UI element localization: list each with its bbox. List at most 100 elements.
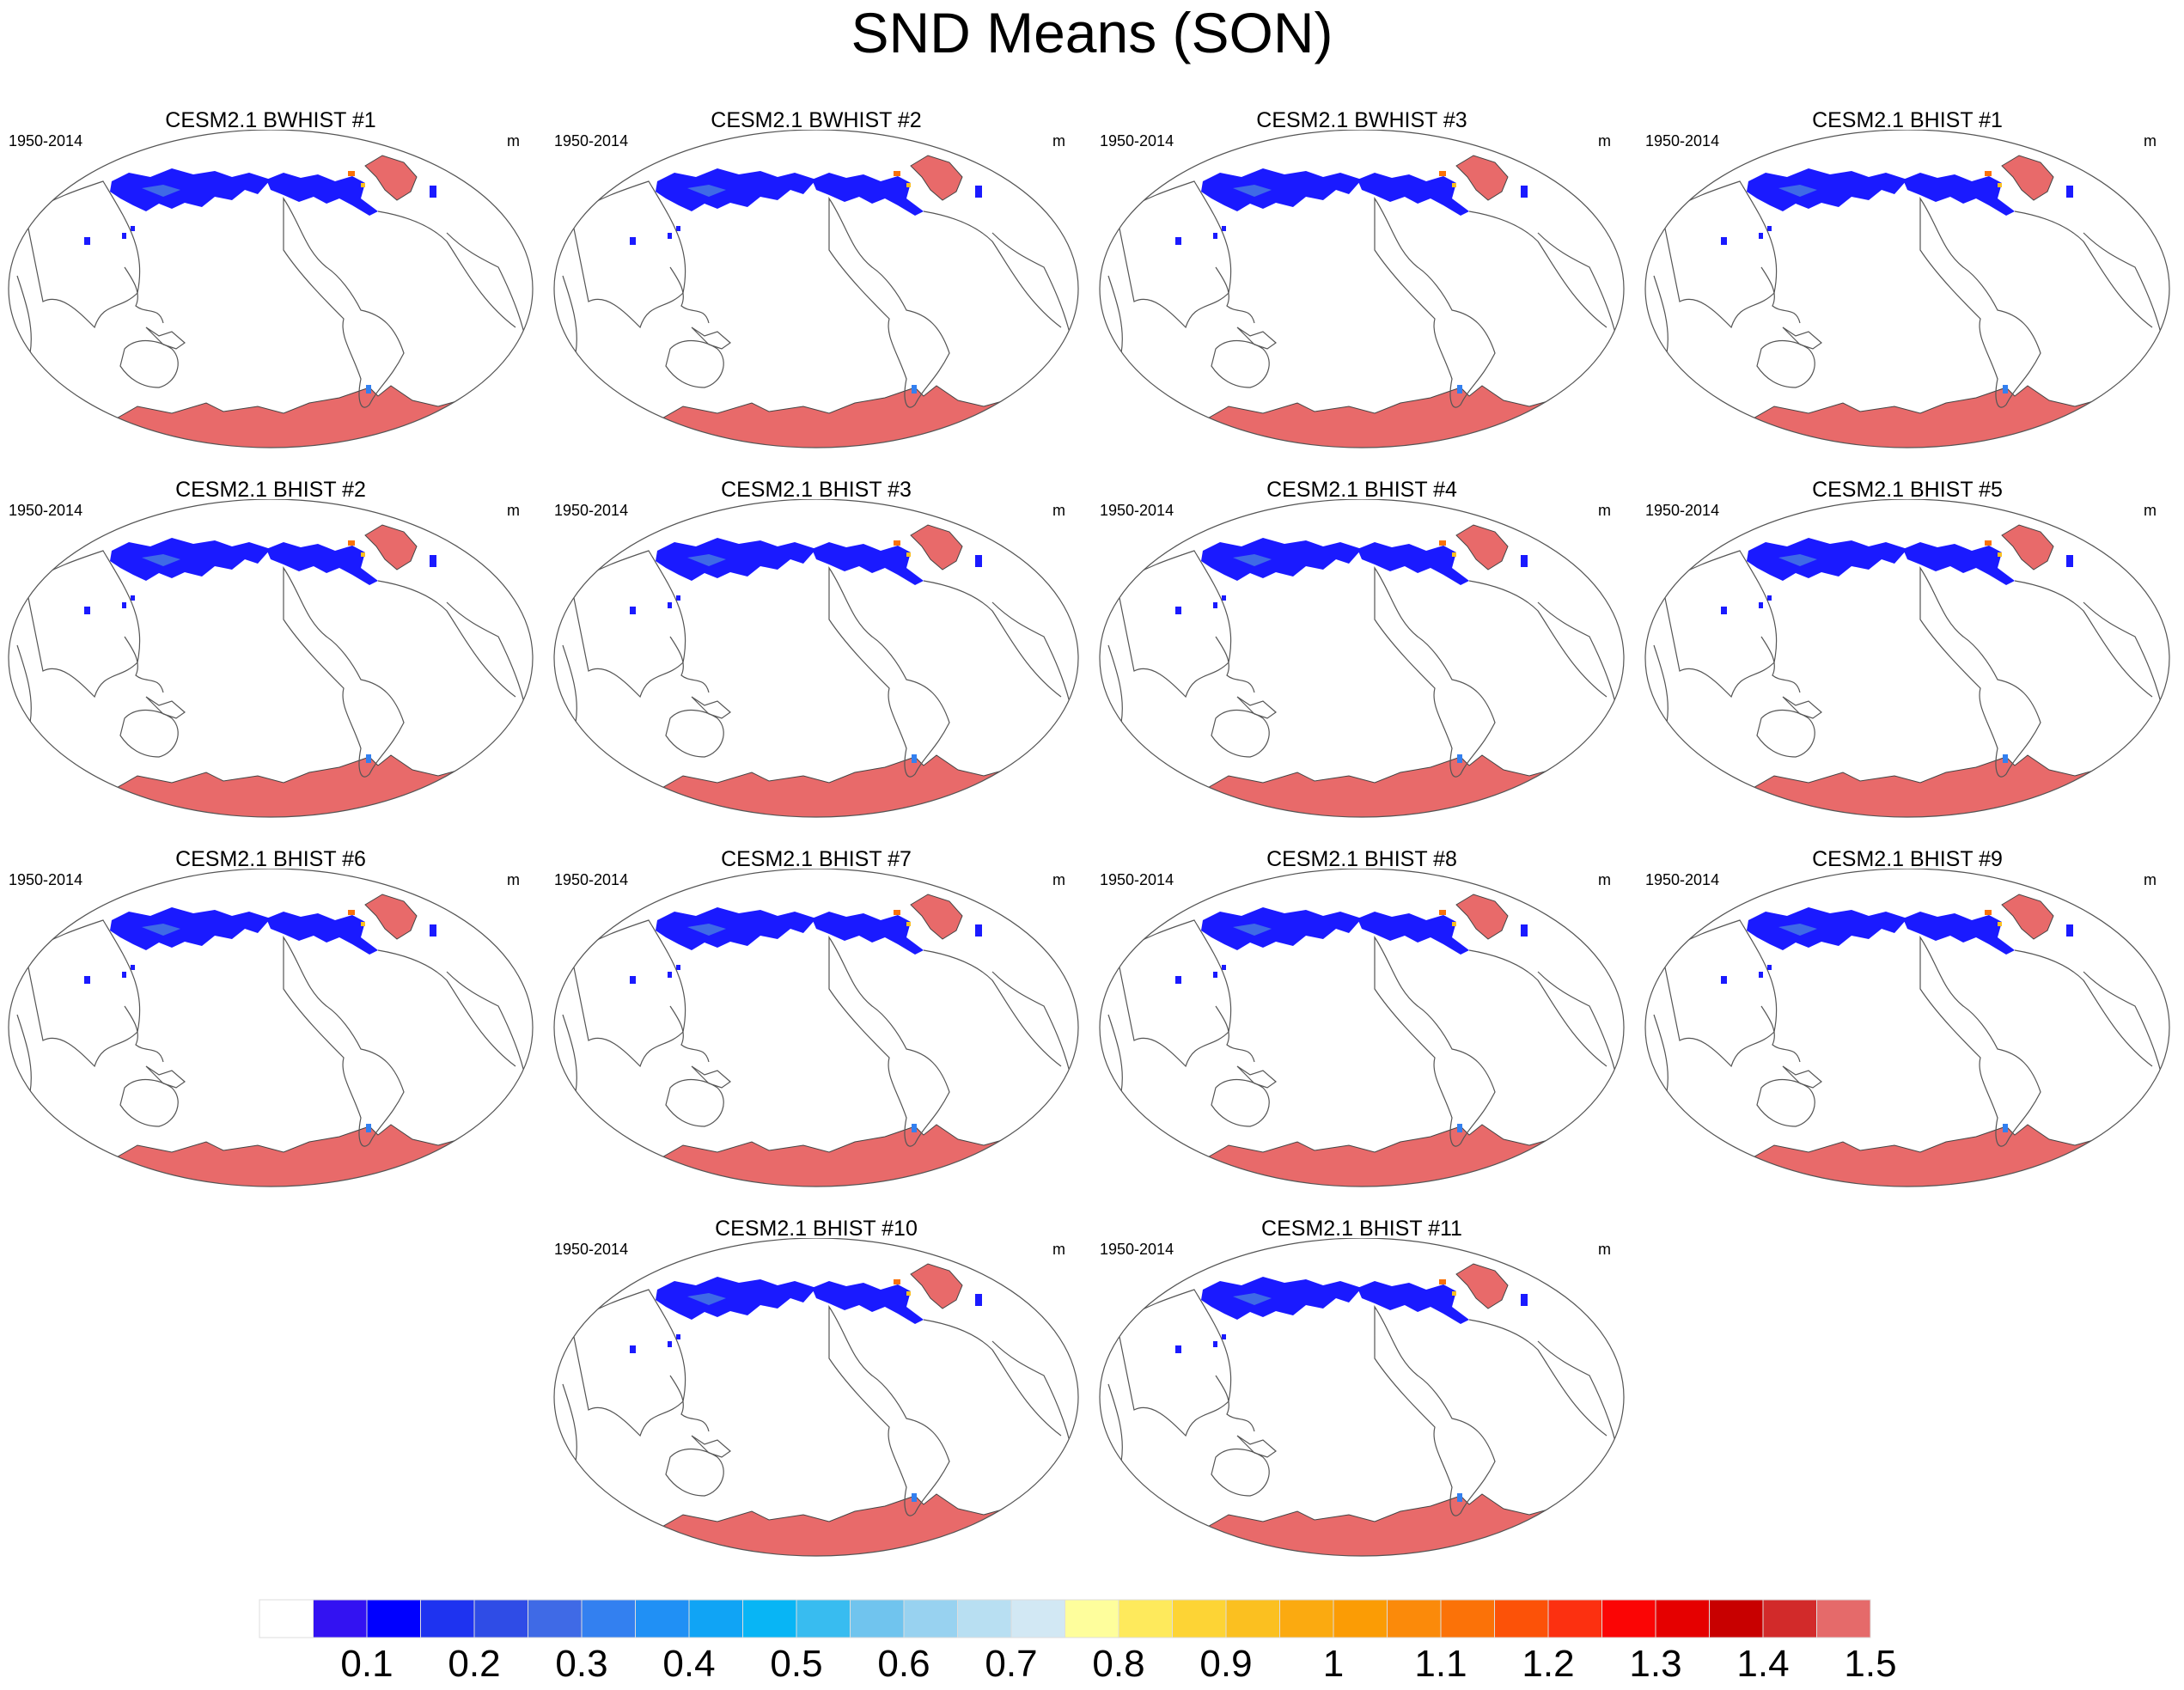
panel-units-label: m — [1598, 502, 1611, 519]
map-panel: CESM2.1 BHIST #3 1950-2014 m — [546, 477, 1087, 838]
map-panel: CESM2.1 BWHIST #2 1950-2014 m — [546, 107, 1087, 468]
colorbar-box — [1118, 1599, 1173, 1638]
colorbar-box — [1387, 1599, 1442, 1638]
world-map — [1099, 130, 1625, 448]
panel-units-label: m — [1052, 871, 1065, 888]
colorbar-tick-label: 0.4 — [662, 1643, 715, 1685]
colorbar-box — [742, 1599, 797, 1638]
panel-units-label: m — [507, 502, 520, 519]
panel-title: CESM2.1 BWHIST #1 — [165, 108, 376, 132]
world-map — [553, 130, 1079, 448]
panel-period-label: 1950-2014 — [1645, 132, 1720, 149]
panel-period-label: 1950-2014 — [9, 502, 83, 519]
world-map — [1644, 130, 2170, 448]
panel-title: CESM2.1 BWHIST #3 — [1256, 108, 1467, 132]
colorbar-tick-label: 0.6 — [877, 1643, 930, 1685]
colorbar-tick-label: 1.5 — [1844, 1643, 1896, 1685]
world-map — [1644, 869, 2170, 1187]
colorbar-box — [957, 1599, 1012, 1638]
panel-title: CESM2.1 BWHIST #2 — [711, 108, 922, 132]
panel-period-label: 1950-2014 — [9, 871, 83, 888]
panel-title: CESM2.1 BHIST #6 — [175, 847, 366, 871]
map-panel: CESM2.1 BHIST #5 1950-2014 m — [1637, 477, 2178, 838]
colorbar-box — [850, 1599, 905, 1638]
panel-units-label: m — [1598, 1241, 1611, 1258]
panel-title: CESM2.1 BHIST #1 — [1812, 108, 2003, 132]
colorbar-tick-label: 0.3 — [555, 1643, 607, 1685]
panel-title: CESM2.1 BHIST #8 — [1266, 847, 1457, 871]
colorbar-box — [1333, 1599, 1388, 1638]
world-map — [8, 869, 534, 1187]
colorbar-tick-label: 1.2 — [1522, 1643, 1574, 1685]
colorbar-box — [1494, 1599, 1549, 1638]
map-panel: CESM2.1 BHIST #2 1950-2014 m — [0, 477, 541, 838]
colorbar-tick-label: 1.1 — [1414, 1643, 1467, 1685]
panel-period-label: 1950-2014 — [1100, 132, 1174, 149]
panel-period-label: 1950-2014 — [1100, 871, 1174, 888]
colorbar-tick-label: 0.9 — [1199, 1643, 1252, 1685]
panel-units-label: m — [1598, 871, 1611, 888]
colorbar-box — [1709, 1599, 1764, 1638]
panel-period-label: 1950-2014 — [9, 132, 83, 149]
panel-units-label: m — [2144, 502, 2157, 519]
map-panel: CESM2.1 BWHIST #1 1950-2014 m — [0, 107, 541, 468]
colorbar-box — [635, 1599, 690, 1638]
colorbar-box — [1601, 1599, 1656, 1638]
panel-units-label: m — [1598, 132, 1611, 149]
panel-units-label: m — [1052, 132, 1065, 149]
panel-title: CESM2.1 BHIST #7 — [721, 847, 912, 871]
world-map — [553, 869, 1079, 1187]
colorbar-box — [1655, 1599, 1710, 1638]
colorbar-box — [473, 1599, 528, 1638]
map-panel: CESM2.1 BWHIST #3 1950-2014 m — [1091, 107, 1632, 468]
world-map — [1099, 499, 1625, 818]
panel-units-label: m — [2144, 871, 2157, 888]
colorbar-box — [1547, 1599, 1602, 1638]
panel-period-label: 1950-2014 — [1100, 1241, 1174, 1258]
colorbar-box — [1816, 1599, 1871, 1638]
colorbar-box — [1762, 1599, 1817, 1638]
colorbar-box — [1225, 1599, 1280, 1638]
colorbar-box — [1065, 1599, 1119, 1638]
panel-period-label: 1950-2014 — [554, 132, 629, 149]
panel-title: CESM2.1 BHIST #10 — [715, 1217, 918, 1241]
colorbar-box — [1279, 1599, 1334, 1638]
map-panel: CESM2.1 BHIST #8 1950-2014 m — [1091, 846, 1632, 1207]
colorbar-box — [688, 1599, 743, 1638]
panel-title: CESM2.1 BHIST #9 — [1812, 847, 2003, 871]
colorbar-box — [1010, 1599, 1065, 1638]
map-panel: CESM2.1 BHIST #6 1950-2014 m — [0, 846, 541, 1207]
map-panel: CESM2.1 BHIST #9 1950-2014 m — [1637, 846, 2178, 1207]
colorbar-tick-label: 0.2 — [448, 1643, 500, 1685]
colorbar-box — [259, 1599, 314, 1638]
world-map — [553, 499, 1079, 818]
panel-title: CESM2.1 BHIST #5 — [1812, 478, 2003, 502]
panel-title: CESM2.1 BHIST #11 — [1261, 1217, 1462, 1241]
map-panel: CESM2.1 BHIST #10 1950-2014 m — [546, 1216, 1087, 1577]
colorbar-box — [528, 1599, 583, 1638]
panel-title: CESM2.1 BHIST #3 — [721, 478, 912, 502]
world-map — [8, 499, 534, 818]
panel-units-label: m — [1052, 502, 1065, 519]
panel-period-label: 1950-2014 — [554, 871, 629, 888]
colorbar-tick-label: 1.4 — [1736, 1643, 1789, 1685]
colorbar-tick-label: 0.7 — [985, 1643, 1037, 1685]
colorbar-box — [366, 1599, 421, 1638]
map-panel: CESM2.1 BHIST #7 1950-2014 m — [546, 846, 1087, 1207]
colorbar-box — [420, 1599, 475, 1638]
panel-period-label: 1950-2014 — [1645, 871, 1720, 888]
figure-title: SND Means (SON) — [851, 1, 1333, 64]
colorbar-tick-label: 0.8 — [1092, 1643, 1144, 1685]
panel-title: CESM2.1 BHIST #4 — [1266, 478, 1457, 502]
colorbar-tick-label: 0.5 — [770, 1643, 822, 1685]
colorbar-tick-label: 0.1 — [340, 1643, 393, 1685]
colorbar-box — [581, 1599, 636, 1638]
colorbar-box — [1440, 1599, 1495, 1638]
panel-period-label: 1950-2014 — [1645, 502, 1720, 519]
panel-period-label: 1950-2014 — [1100, 502, 1174, 519]
world-map — [1644, 499, 2170, 818]
panel-title: CESM2.1 BHIST #2 — [175, 478, 366, 502]
colorbar-box — [1172, 1599, 1227, 1638]
panel-period-label: 1950-2014 — [554, 1241, 629, 1258]
